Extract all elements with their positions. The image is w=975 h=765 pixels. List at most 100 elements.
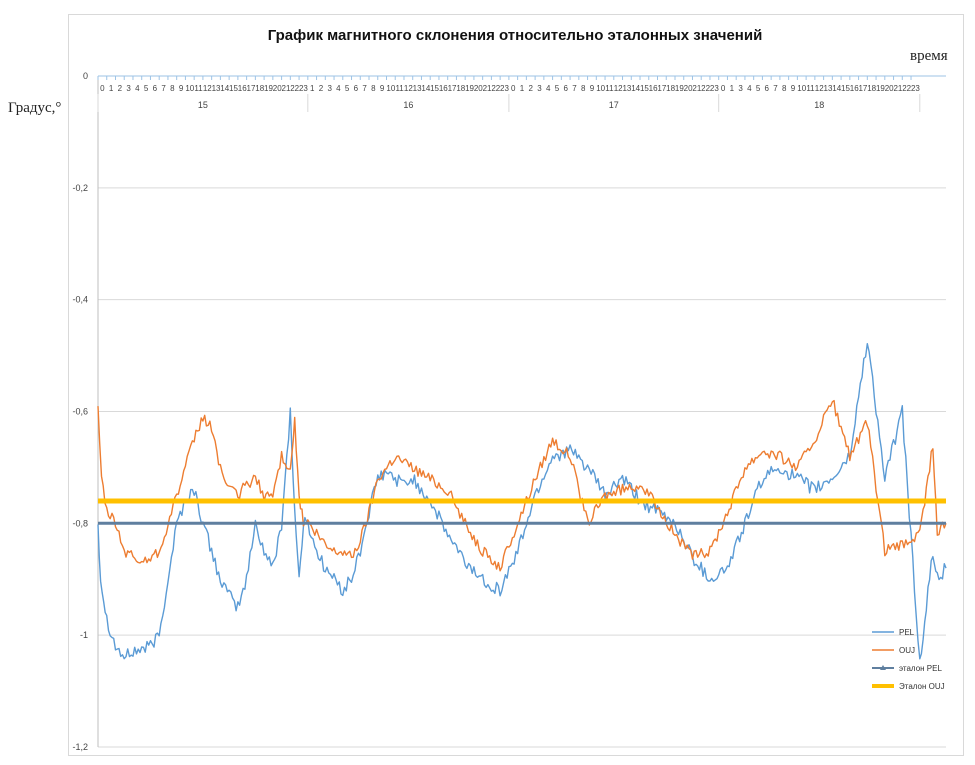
- hour-tick-label: 7: [362, 84, 367, 93]
- hour-tick-label: 2: [319, 84, 324, 93]
- hour-tick-label: 16: [238, 84, 247, 93]
- hour-tick-label: 11: [194, 84, 203, 93]
- hour-tick-label: 12: [815, 84, 824, 93]
- day-label: 16: [403, 100, 413, 110]
- hour-tick-label: 13: [824, 84, 833, 93]
- hour-tick-label: 9: [590, 84, 595, 93]
- hour-tick-label: 18: [255, 84, 264, 93]
- hour-tick-label: 4: [747, 84, 752, 93]
- series-line-pel: [97, 343, 947, 660]
- hour-tick-label: 22: [701, 84, 710, 93]
- hour-tick-label: 1: [520, 84, 525, 93]
- hour-tick-label: 3: [537, 84, 542, 93]
- hour-tick-label: 11: [395, 84, 404, 93]
- hour-tick-label: 5: [756, 84, 761, 93]
- hour-tick-label: 12: [614, 84, 623, 93]
- hour-tick-label: 6: [354, 84, 359, 93]
- hour-tick-label: 19: [876, 84, 885, 93]
- hour-tick-label: 9: [380, 84, 385, 93]
- hour-tick-label: 2: [118, 84, 123, 93]
- hour-tick-label: 14: [220, 84, 229, 93]
- hour-tick-label: 3: [126, 84, 131, 93]
- legend-label: Эталон OUJ: [899, 682, 945, 691]
- hour-tick-label: 22: [491, 84, 500, 93]
- hour-tick-label: 20: [684, 84, 693, 93]
- hour-tick-label: 10: [185, 84, 194, 93]
- x-axis-label: время: [910, 48, 948, 64]
- y-tick-label: -1,2: [72, 742, 88, 752]
- hour-tick-label: 14: [421, 84, 430, 93]
- day-label: 15: [198, 100, 208, 110]
- hour-tick-label: 20: [885, 84, 894, 93]
- hour-tick-label: 23: [710, 84, 719, 93]
- hour-tick-label: 0: [511, 84, 516, 93]
- hour-tick-label: 6: [765, 84, 770, 93]
- hour-tick-label: 16: [850, 84, 859, 93]
- hour-tick-label: 23: [299, 84, 308, 93]
- hour-tick-label: 4: [546, 84, 551, 93]
- hour-tick-label: 11: [605, 84, 614, 93]
- hour-tick-label: 18: [867, 84, 876, 93]
- hour-tick-label: 14: [832, 84, 841, 93]
- hour-tick-label: 21: [483, 84, 492, 93]
- hour-tick-label: 21: [893, 84, 902, 93]
- hour-tick-label: 16: [649, 84, 658, 93]
- chart-title: График магнитного склонения относительно…: [268, 27, 763, 44]
- hour-tick-label: 22: [902, 84, 911, 93]
- day-label: 17: [609, 100, 619, 110]
- y-tick-label: -0,6: [72, 407, 88, 417]
- hour-tick-label: 8: [371, 84, 376, 93]
- hour-tick-label: 10: [386, 84, 395, 93]
- hour-tick-label: 20: [273, 84, 282, 93]
- hour-tick-label: 13: [622, 84, 631, 93]
- hour-tick-label: 5: [144, 84, 149, 93]
- hour-tick-label: 21: [282, 84, 291, 93]
- legend-label: OUJ: [899, 646, 915, 655]
- chart-frame: График магнитного склонения относительно…: [68, 14, 964, 756]
- hour-tick-label: 22: [290, 84, 299, 93]
- hour-tick-label: 17: [858, 84, 867, 93]
- hour-tick-label: 7: [572, 84, 577, 93]
- hour-tick-label: 15: [229, 84, 238, 93]
- hour-tick-label: 13: [413, 84, 422, 93]
- hour-tick-label: 10: [596, 84, 605, 93]
- hour-tick-label: 5: [555, 84, 560, 93]
- hour-tick-label: 11: [806, 84, 815, 93]
- hour-tick-label: 17: [448, 84, 457, 93]
- hour-tick-label: 13: [212, 84, 221, 93]
- hour-tick-label: 17: [657, 84, 666, 93]
- chart-svg: График магнитного склонения относительно…: [72, 27, 947, 752]
- hour-tick-label: 12: [404, 84, 413, 93]
- hour-tick-label: 1: [109, 84, 114, 93]
- hour-tick-label: 20: [474, 84, 483, 93]
- hour-tick-label: 8: [170, 84, 175, 93]
- hour-tick-label: 0: [721, 84, 726, 93]
- hour-tick-label: 17: [247, 84, 256, 93]
- hour-tick-label: 15: [841, 84, 850, 93]
- hour-tick-label: 19: [264, 84, 273, 93]
- legend-label: эталон PEL: [899, 664, 942, 673]
- hour-tick-label: 21: [692, 84, 701, 93]
- y-tick-label: -0,8: [72, 518, 88, 528]
- hour-tick-label: 23: [500, 84, 509, 93]
- y-tick-label: -0,2: [72, 183, 88, 193]
- hour-tick-label: 12: [203, 84, 212, 93]
- hour-tick-label: 15: [430, 84, 439, 93]
- hour-tick-label: 19: [465, 84, 474, 93]
- hour-tick-label: 16: [439, 84, 448, 93]
- hour-tick-label: 2: [529, 84, 534, 93]
- hour-tick-label: 9: [179, 84, 184, 93]
- hour-tick-label: 7: [773, 84, 778, 93]
- y-tick-label: -1: [80, 630, 88, 640]
- hour-tick-label: 14: [631, 84, 640, 93]
- hour-tick-label: 19: [675, 84, 684, 93]
- hour-tick-label: 18: [456, 84, 465, 93]
- hour-tick-label: 8: [581, 84, 586, 93]
- hour-tick-label: 0: [100, 84, 105, 93]
- hour-tick-label: 1: [310, 84, 315, 93]
- hour-tick-label: 4: [336, 84, 341, 93]
- hour-tick-label: 23: [911, 84, 920, 93]
- y-axis-label: Градус,°: [8, 100, 62, 116]
- hour-tick-label: 3: [738, 84, 743, 93]
- hour-tick-label: 4: [135, 84, 140, 93]
